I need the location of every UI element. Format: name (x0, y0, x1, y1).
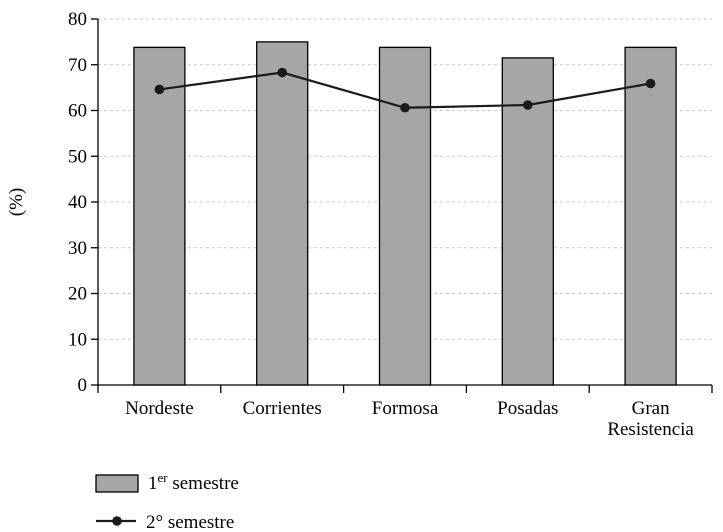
x-tick-label: Resistencia (607, 419, 694, 440)
x-tick-label: Posadas (497, 398, 558, 419)
line-point (277, 67, 288, 78)
legend-swatch-point (112, 516, 122, 526)
line-point (154, 84, 165, 95)
bar (624, 46, 677, 386)
x-tick-label: Gran (632, 398, 670, 419)
bar (256, 41, 309, 386)
legend-label-line: 2° semestre (146, 512, 234, 532)
y-tick-label: 20 (68, 284, 87, 305)
line-series (154, 67, 656, 113)
y-tick-label: 80 (68, 9, 87, 30)
line-point (645, 78, 656, 89)
line-point (400, 102, 410, 113)
y-tick-label: 60 (68, 101, 87, 122)
tick-labels: 0 10 20 30 40 50 60 70 80 (%) Nordeste Corrientes Fo… (6, 9, 694, 440)
y-axis-label: (%) (6, 188, 27, 216)
x-tick-label: Nordeste (125, 398, 194, 419)
y-tick-label: 40 (68, 192, 87, 213)
line-point (523, 100, 533, 110)
bar (501, 57, 554, 386)
x-tick-label: Formosa (372, 398, 439, 419)
y-tick-label: 70 (68, 55, 87, 76)
y-tick-label: 0 (78, 375, 88, 396)
bar (378, 46, 432, 386)
legend-swatch-bar (95, 474, 139, 493)
legend-label-bar: 1er semestre (148, 470, 239, 494)
bar-series (133, 41, 677, 386)
x-tick-label: Corrientes (243, 398, 322, 419)
legend: 1er semestre 2° semestre (95, 470, 239, 532)
y-tick-label: 50 (68, 146, 87, 167)
y-tick-label: 30 (68, 238, 87, 259)
y-tick-label: 10 (68, 329, 87, 350)
bar (133, 46, 186, 386)
